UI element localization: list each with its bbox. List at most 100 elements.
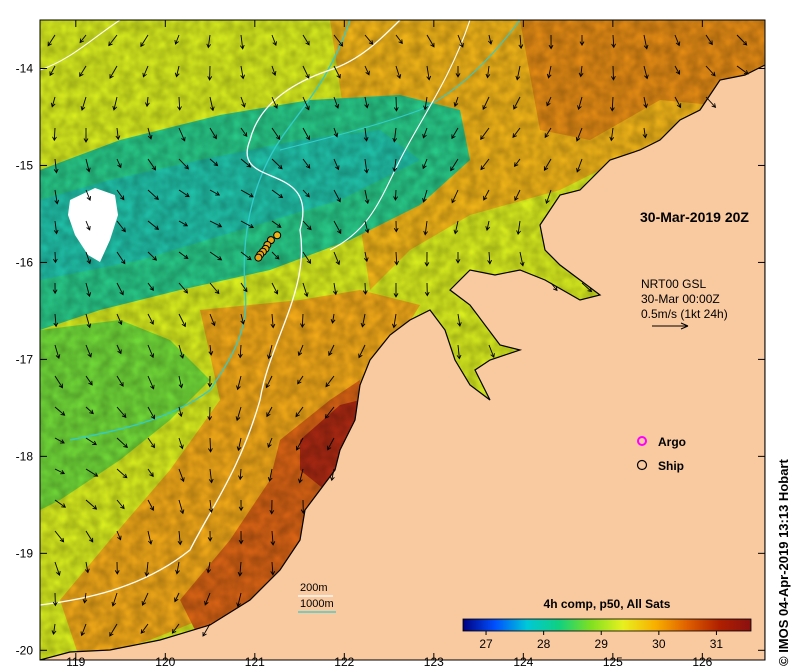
current-arrow-icon [108,34,118,47]
current-arrow-icon [705,34,713,46]
contour-200m [40,20,401,606]
current-arrow-icon [53,313,59,328]
current-arrow-icon [457,313,462,327]
current-arrow-icon [177,96,182,111]
current-arrow-icon [111,592,118,607]
current-arrow-icon [85,530,94,543]
current-arrow-icon [116,313,123,326]
lon-tick-label: 123 [424,655,444,669]
current-arrow-icon [295,406,304,418]
current-arrow-icon [424,282,430,297]
current-vectors [47,34,749,637]
current-arrow-icon [576,158,583,173]
current-arrow-icon [178,282,189,294]
current-arrow-icon [147,437,156,449]
ship-legend-label: Ship [658,459,684,473]
current-arrow-icon [364,65,370,76]
credit-label: © IMOS 04-Apr-2019 13:13 Hobart [776,459,791,666]
current-arrow-icon [209,189,221,196]
current-arrow-icon [147,282,154,292]
current-arrow-icon [209,313,216,327]
current-arrow-icon [392,158,398,173]
current-arrow-icon [147,375,155,390]
current-arrow-icon [329,468,335,482]
lat-tick-label: -19 [16,546,34,560]
current-arrow-icon [240,158,252,168]
current-arrow-icon [240,251,252,261]
current-arrow-icon [206,561,212,574]
current-arrow-icon [174,65,180,78]
current-arrow-icon [611,65,616,81]
current-arrow-icon [178,127,186,142]
current-arrow-icon [575,127,583,142]
current-arrow-icon [238,499,244,512]
current-arrow-icon [54,468,66,475]
current-arrow-icon [144,96,150,108]
current-arrow-icon [171,623,180,634]
current-arrow-icon [550,282,558,292]
current-arrow-icon [327,437,335,451]
current-arrow-icon [266,406,273,418]
current-arrow-icon [271,96,278,109]
current-arrow-icon [364,220,370,234]
current-arrow-icon [333,158,340,171]
current-arrow-icon [80,623,87,637]
current-arrow-icon [643,96,648,109]
current-arrow-icon [333,127,339,138]
colorbar-tick-label: 27 [479,637,493,651]
current-arrow-icon [85,437,97,446]
current-arrow-icon [328,344,335,357]
current-arrow-icon [236,437,242,452]
current-arrow-icon [209,158,219,167]
current-arrow-icon [116,282,124,296]
current-arrow-icon [85,375,93,386]
current-arrow-icon [325,375,335,388]
current-arrow-icon [178,437,184,450]
current-arrow-icon [611,34,617,49]
current-source-line2: 30-Mar 00:00Z [641,292,720,306]
current-arrow-icon [114,561,120,575]
current-arrow-icon [451,189,459,204]
current-arrow-icon [422,158,428,170]
current-arrow-icon [209,282,220,295]
current-arrow-icon [456,344,462,360]
cloud-mask [68,188,118,262]
lon-tick-label: 125 [603,655,623,669]
current-arrow-icon [116,158,122,169]
current-arrow-icon [174,592,180,603]
current-arrow-icon [513,96,521,110]
current-arrow-icon [208,437,213,453]
current-arrow-icon [202,623,211,637]
current-arrow-icon [333,220,342,235]
current-arrow-icon [643,65,649,80]
current-arrow-icon [270,561,276,576]
current-arrow-icon [271,220,282,228]
current-arrow-icon [147,344,155,359]
current-arrow-icon [302,220,312,231]
current-arrow-icon [140,34,149,48]
current-arrow-icon [581,282,593,293]
colorbar-ticks: 27 28 29 30 31 [479,631,723,651]
current-arrow-icon [705,65,716,77]
axis-ticks: 119 120 121 122 123 124 125 126 -14 -15 -16 -17 -18 -… [16,20,765,669]
colorbar-tick-label: 29 [595,637,609,651]
current-arrow-icon [364,96,369,109]
current-arrow-icon [178,313,186,328]
current-arrow-icon [116,437,128,449]
current-arrow-icon [206,34,212,49]
current-arrow-icon [116,499,125,510]
contour-200m-north [329,20,471,251]
current-scale-arrow [652,322,689,330]
current-arrow-icon [395,65,402,79]
current-arrow-icon [480,158,490,171]
current-arrow-icon [238,468,243,481]
current-arrow-icon [577,96,583,111]
current-arrow-icon [240,313,246,325]
contour-1000m [69,20,351,441]
current-arrow-icon [394,251,400,266]
current-arrow-icon [736,65,749,75]
current-arrow-icon [54,406,66,416]
current-arrow-icon [519,251,525,267]
lat-tick-label: -20 [16,643,34,657]
current-arrow-icon [271,65,277,76]
